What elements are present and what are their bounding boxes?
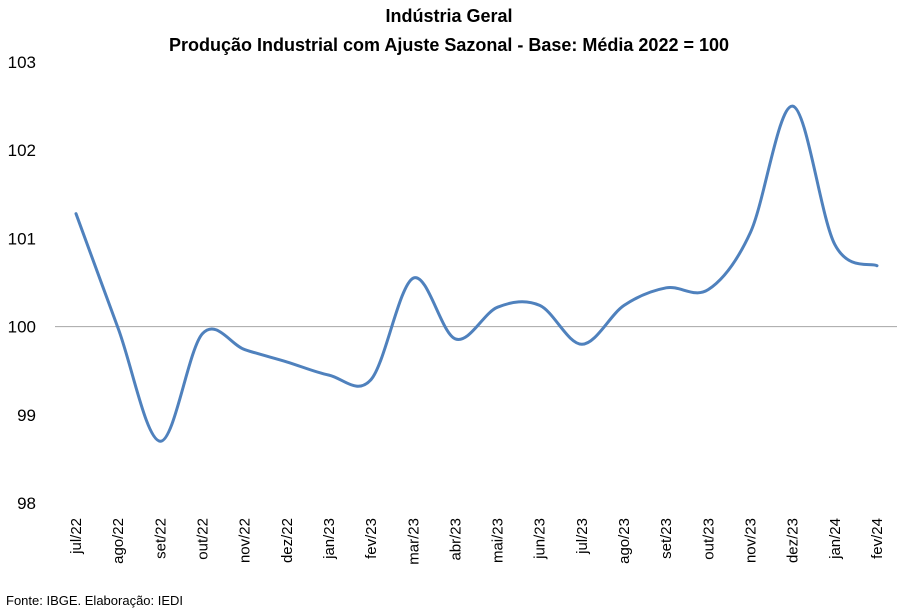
y-tick-label: 102: [8, 141, 36, 160]
x-tick-label: nov/23: [743, 518, 760, 563]
x-tick-label: fev/23: [363, 518, 380, 559]
y-tick-label: 103: [8, 53, 36, 72]
data-point: [284, 359, 289, 364]
x-tick-label: ago/22: [110, 518, 127, 564]
x-tick-label: mar/23: [405, 518, 422, 565]
data-point: [242, 347, 247, 352]
y-tick-label: 99: [17, 406, 36, 425]
data-point: [832, 242, 837, 247]
chart-subtitle: Produção Industrial com Ajuste Sazonal -…: [168, 35, 730, 55]
series-line: [74, 104, 879, 443]
data-point: [622, 303, 627, 308]
data-point: [116, 326, 121, 331]
data-point: [537, 303, 542, 308]
data-point: [875, 263, 880, 268]
data-point: [369, 377, 374, 382]
data-point: [74, 211, 79, 216]
x-tick-label: jun/23: [532, 518, 549, 560]
data-point: [453, 336, 458, 341]
x-tick-label: jul/22: [68, 518, 85, 555]
x-tick-label: set/22: [152, 518, 169, 559]
y-tick-label: 100: [8, 318, 36, 337]
data-point: [495, 305, 500, 310]
series-group: [74, 104, 880, 444]
x-tick-label: out/23: [700, 518, 717, 560]
x-tick-label: ago/23: [616, 518, 633, 564]
x-tick-label: mai/23: [490, 518, 507, 563]
y-axis-ticks: 98 99 100 101 102 103: [8, 53, 36, 513]
x-tick-label: jul/23: [574, 518, 591, 555]
x-tick-label: set/23: [658, 518, 675, 559]
chart-title: Indústria Geral: [385, 6, 513, 26]
x-tick-label: nov/22: [237, 518, 254, 563]
data-point: [664, 285, 669, 290]
source-note: Fonte: IBGE. Elaboração: IEDI: [6, 593, 184, 608]
x-tick-label: dez/22: [279, 518, 296, 563]
data-point: [411, 276, 416, 281]
y-tick-label: 98: [17, 494, 36, 513]
x-axis-ticks: jul/22 ago/22 set/22 out/22 nov/22 dez/22 jan/…: [68, 518, 886, 565]
data-point: [200, 331, 205, 336]
x-tick-label: out/22: [194, 518, 211, 560]
data-point: [326, 373, 331, 378]
x-tick-label: jan/23: [321, 518, 338, 560]
y-tick-label: 101: [8, 229, 36, 248]
data-point: [748, 230, 753, 235]
x-tick-label: jan/24: [827, 518, 844, 560]
data-point: [706, 287, 711, 292]
data-point: [158, 439, 163, 444]
x-tick-label: dez/23: [785, 518, 802, 563]
x-tick-label: abr/23: [447, 518, 464, 561]
x-tick-label: fev/24: [869, 518, 886, 559]
data-point: [790, 104, 795, 109]
data-point: [579, 342, 584, 347]
